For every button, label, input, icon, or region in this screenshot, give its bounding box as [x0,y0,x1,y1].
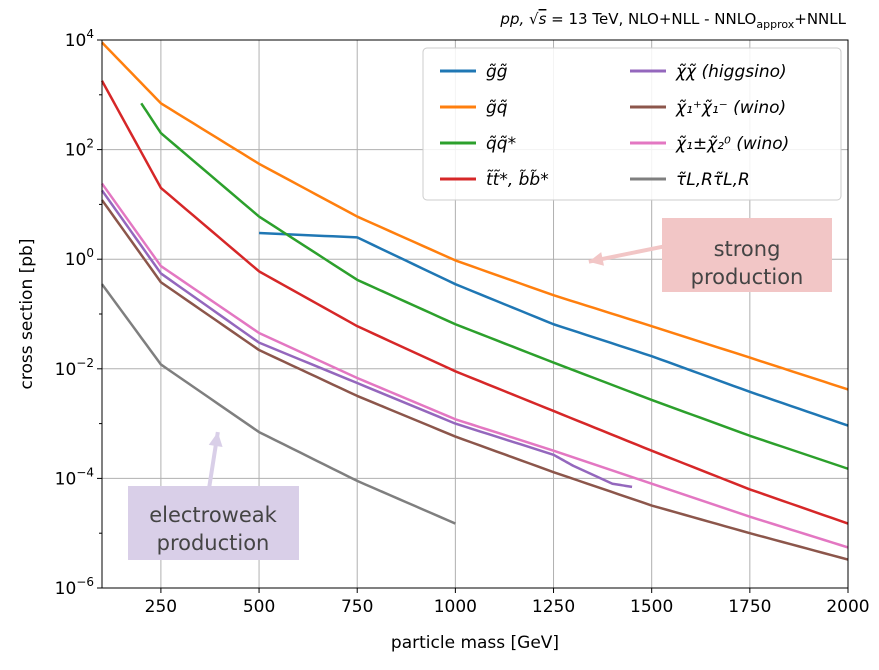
annotation-text: production [691,265,804,289]
legend-box [422,47,842,201]
title-sub: approx [756,18,794,31]
y-tick-label: 10−6 [55,575,94,599]
x-tick-label: 500 [243,597,275,617]
title-post: +NNLL [794,10,846,28]
series-line-1 [101,41,849,391]
series-line-6 [100,182,849,549]
legend-label-0: g̃g̃ [486,62,508,82]
annotation-arrowhead [588,252,604,266]
series-line-7 [100,283,456,525]
legend-label-2: q̃q̃* [486,134,516,154]
x-tick-label: 250 [145,597,177,617]
y-tick-label: 104 [65,27,94,51]
legend-label-7: τ̃L,Rτ̃L,R [676,170,750,190]
title-pre: pp, √ [499,10,539,28]
x-tick-label: 1250 [532,597,575,617]
y-tick-label: 10−2 [55,356,94,380]
annotation-text: production [157,531,270,555]
legend-label-4: χ̃χ̃ (higgsino) [675,62,787,82]
annotation-box [128,486,299,560]
series-line-5 [100,199,849,561]
x-tick-label: 750 [341,597,373,617]
annotation-box [662,218,832,292]
y-axis-label: cross section [pb] [17,239,37,390]
legend-label-1: g̃q̃ [486,98,508,118]
series-line-3 [100,80,849,525]
y-tick-label: 10−4 [55,465,94,489]
y-tick-label: 100 [65,246,94,270]
annotation-text: strong [714,237,781,261]
legend-label-5: χ̃₁⁺χ̃₁⁻ (wino) [675,98,786,118]
series-line-0 [258,231,849,427]
title-s: s [539,10,547,28]
legend-label-6: χ̃₁±χ̃₂⁰ (wino) [675,134,789,154]
x-tick-label: 2000 [826,597,869,617]
x-tick-label: 1750 [728,597,771,617]
annotations: strong production electroweak production [128,218,832,560]
annotation-arrowhead [208,432,223,448]
x-tick-label: 1500 [630,597,673,617]
axis-ticks: 250 500 750 1000 1250 1500 1750 2000 10−6 10−4 10−… [55,27,870,617]
legend-label-3: t̃t̃*, b̃b̃* [486,169,549,190]
series-lines [100,41,849,561]
annotation-text: electroweak [149,503,277,527]
x-tick-label: 1000 [434,597,477,617]
title-eq: = 13 TeV, NLO+NLL - NNLO [546,10,756,28]
series-line-2 [140,102,849,470]
series-line-4 [100,189,633,489]
chart-title: pp, √s = 13 TeV, NLO+NLL - NNLOapprox+NN… [499,10,846,31]
y-tick-label: 102 [65,137,94,161]
legend: g̃g̃ g̃q̃ q̃q̃* t̃t̃*, b̃b̃* χ̃χ̃ (higgsino)… [422,47,842,201]
x-axis-label: particle mass [GeV] [391,633,559,653]
